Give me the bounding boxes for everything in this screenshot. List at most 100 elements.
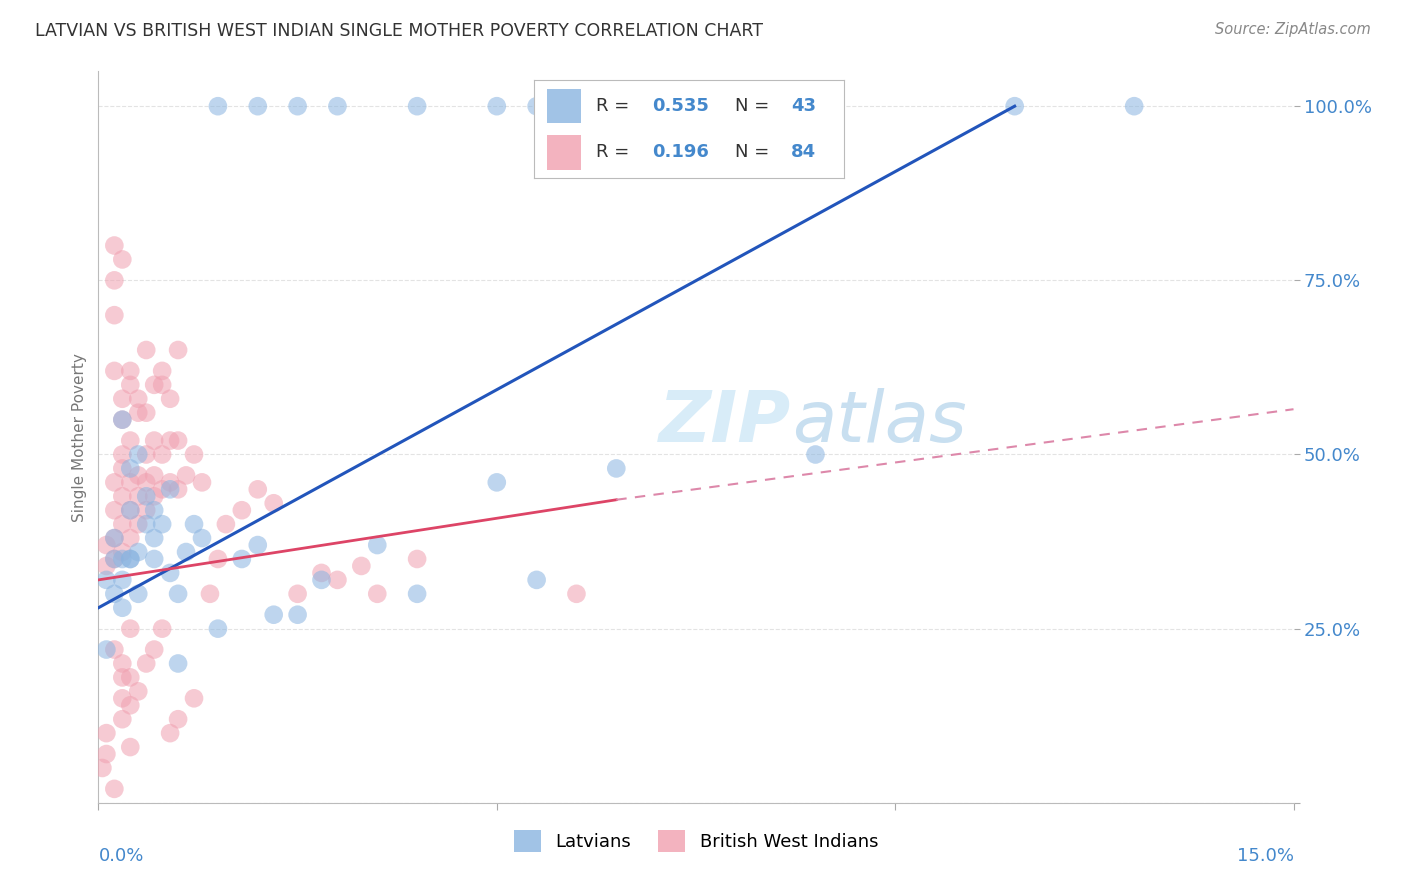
Point <box>127 406 149 420</box>
Point <box>111 412 134 426</box>
Point <box>96 558 118 573</box>
Point <box>91 761 114 775</box>
Point <box>326 573 349 587</box>
Point <box>96 642 118 657</box>
Point <box>135 448 157 462</box>
Point <box>135 489 157 503</box>
Point <box>198 587 221 601</box>
Point <box>120 622 142 636</box>
Point <box>120 670 142 684</box>
Point <box>135 657 157 671</box>
Point <box>406 99 429 113</box>
Point <box>150 377 173 392</box>
Point <box>159 726 181 740</box>
Point <box>159 392 181 406</box>
Point <box>485 475 508 490</box>
Point <box>174 468 197 483</box>
Text: R =: R = <box>596 143 636 161</box>
Point <box>135 343 157 357</box>
Text: Source: ZipAtlas.com: Source: ZipAtlas.com <box>1215 22 1371 37</box>
Point <box>120 475 142 490</box>
Point <box>183 448 205 462</box>
Point <box>406 552 429 566</box>
Point <box>311 566 333 580</box>
Point <box>263 607 285 622</box>
Text: R =: R = <box>596 97 636 115</box>
Text: 0.535: 0.535 <box>652 97 709 115</box>
Point <box>111 691 134 706</box>
Point <box>120 377 142 392</box>
Point <box>207 552 229 566</box>
Point <box>120 364 142 378</box>
Point <box>231 503 253 517</box>
Point <box>111 489 134 503</box>
Point <box>167 434 190 448</box>
Point <box>167 343 190 357</box>
Point <box>183 517 205 532</box>
Point <box>167 657 190 671</box>
Point <box>111 573 134 587</box>
Point <box>246 483 269 497</box>
Point <box>143 489 166 503</box>
Point <box>120 503 142 517</box>
Point <box>246 538 269 552</box>
Point <box>207 99 229 113</box>
Point <box>111 670 134 684</box>
Point <box>246 99 269 113</box>
Point <box>120 740 142 755</box>
Point <box>150 364 173 378</box>
Point <box>167 483 190 497</box>
Point <box>804 448 827 462</box>
Point <box>326 99 349 113</box>
Point <box>103 475 125 490</box>
Point <box>120 461 142 475</box>
Point <box>111 657 134 671</box>
Y-axis label: Single Mother Poverty: Single Mother Poverty <box>72 352 87 522</box>
Point <box>150 622 173 636</box>
Point <box>111 517 134 532</box>
Point <box>120 552 142 566</box>
Point <box>127 448 149 462</box>
Point <box>103 552 125 566</box>
Text: 15.0%: 15.0% <box>1236 847 1294 864</box>
Point <box>143 531 166 545</box>
Point <box>111 461 134 475</box>
Point <box>127 684 149 698</box>
Bar <box>547 136 581 169</box>
Text: atlas: atlas <box>792 388 966 457</box>
Point <box>135 406 157 420</box>
Point <box>174 545 197 559</box>
Text: ZIP: ZIP <box>659 388 792 457</box>
Point <box>135 475 157 490</box>
Point <box>1004 99 1026 113</box>
Point <box>96 538 118 552</box>
Text: 84: 84 <box>792 143 815 161</box>
Point <box>159 483 181 497</box>
Point <box>1123 99 1146 113</box>
Point <box>111 448 134 462</box>
Point <box>103 531 125 545</box>
Text: N =: N = <box>735 143 775 161</box>
Point <box>406 587 429 601</box>
Point <box>231 552 253 566</box>
Point <box>111 545 134 559</box>
Point <box>127 587 149 601</box>
Point <box>159 434 181 448</box>
Point <box>96 747 118 761</box>
Point <box>103 587 125 601</box>
Point <box>103 364 125 378</box>
Point <box>605 99 627 113</box>
Point <box>111 252 134 267</box>
Point <box>103 531 125 545</box>
Point <box>120 552 142 566</box>
Text: N =: N = <box>735 97 775 115</box>
Point <box>111 600 134 615</box>
Point <box>167 712 190 726</box>
Text: 43: 43 <box>792 97 815 115</box>
Point <box>143 377 166 392</box>
Point <box>150 448 173 462</box>
Point <box>120 698 142 713</box>
Point <box>191 475 214 490</box>
Point <box>111 392 134 406</box>
Point <box>526 573 548 587</box>
